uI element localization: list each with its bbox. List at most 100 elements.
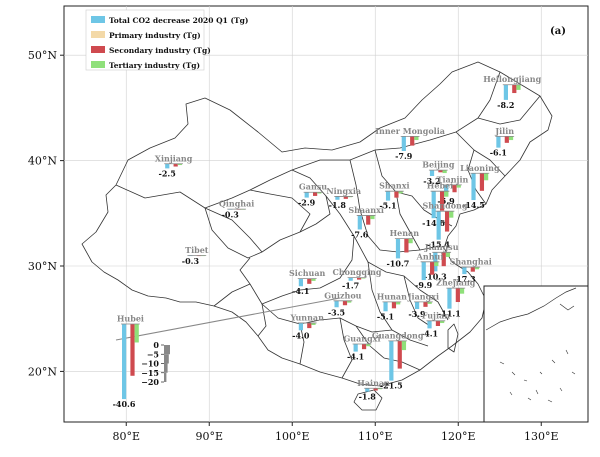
inset-coastline — [485, 287, 577, 331]
bar-total-anhui — [421, 261, 426, 281]
province-xinjiang: Xinjiang -2.5 — [155, 153, 193, 178]
bar-total-guangxi — [353, 344, 358, 352]
south-china-sea-inset — [483, 285, 589, 423]
panel-label: (a) — [550, 26, 566, 37]
bar-tertiary-zhejiang — [459, 288, 465, 294]
legend-swatch-tertiary — [91, 61, 105, 68]
province-value-label: -1.8 — [359, 392, 377, 402]
bar-secondary-guangxi — [361, 344, 367, 350]
bar-total-sichuan — [298, 278, 303, 287]
scale-tick-label: −5 — [147, 349, 159, 359]
bar-tertiary-sichuan — [311, 278, 316, 281]
province-name-label: Xinjiang — [155, 153, 193, 163]
province-name-label: Shandong — [423, 201, 468, 211]
province-name-label: Gansu — [299, 182, 327, 192]
province-name-label: Hunan — [377, 291, 407, 301]
province-beijing: Beijing -3.2 — [422, 160, 455, 186]
bar-total-tianjin — [444, 184, 449, 196]
bar-tertiary-jiangxi — [427, 301, 432, 304]
legend-swatch-total — [91, 16, 105, 23]
province-value-label: -8.2 — [497, 100, 514, 110]
province-value-label: -3.5 — [328, 307, 345, 317]
scale-tick-label: −20 — [141, 377, 159, 387]
province-name-label: Beijing — [422, 160, 455, 170]
bar-secondary-hubei — [130, 323, 135, 376]
province-value-label: -21.5 — [380, 381, 403, 391]
province-name-label: Shaanxi — [348, 205, 384, 215]
bar-secondary-liaoning — [479, 173, 485, 191]
province-hebei: Hebei -14.6 — [422, 181, 453, 229]
bar-total-jiangxi — [414, 301, 420, 310]
bar-total-gansu — [304, 192, 309, 198]
province-hainan: Hainan -1.8 — [357, 378, 390, 402]
bar-tertiary-anhui — [434, 261, 439, 267]
x-tick-label: 90°E — [195, 430, 223, 443]
bar-secondary-jiangsu — [441, 252, 446, 267]
province-value-label: -4.0 — [292, 330, 310, 340]
bar-secondary-ningxia — [343, 196, 348, 199]
bar-tertiary-xinjiang — [177, 163, 182, 166]
province-value-label: -5.9 — [437, 196, 455, 206]
bar-secondary-heilongjiang — [512, 84, 517, 94]
province-value-label: -0.3 — [222, 210, 240, 220]
province-value-label: -14.5 — [462, 200, 485, 210]
legend-label-tertiary: Tertiary industry (Tg) — [109, 61, 200, 70]
province-name-label: Guangdong — [372, 330, 424, 340]
bar-tertiary-shanghai — [474, 267, 480, 270]
province-shandong: Shandong -15.4 — [423, 201, 468, 250]
legend-swatch-secondary — [91, 46, 105, 53]
bar-total-inner-mongolia — [401, 136, 406, 151]
x-tick-label: 110°E — [358, 430, 393, 443]
bar-secondary-inner-mongolia — [410, 136, 415, 146]
border-inner-mongolia — [291, 71, 501, 171]
bar-secondary-hunan — [391, 301, 397, 309]
province-name-label: Hebei — [427, 181, 453, 191]
bar-secondary-anhui — [430, 261, 435, 275]
province-name-label: Jiangsu — [424, 242, 459, 252]
bar-secondary-gansu — [313, 192, 318, 196]
bar-total-shaanxi — [357, 215, 362, 230]
province-tibet: Tibet-0.3 — [182, 245, 209, 266]
bar-tertiary-yunnan — [311, 322, 316, 325]
scale-bar-segment — [164, 345, 170, 355]
bar-tertiary-hebei — [444, 191, 449, 197]
province-tianjin: Tianjin -5.9 — [437, 174, 469, 205]
bar-secondary-shaanxi — [366, 215, 371, 225]
bar-total-hubei — [122, 323, 127, 400]
province-value-label: -3.2 — [423, 176, 440, 186]
bar-total-yunnan — [298, 322, 303, 331]
x-tick-label: 80°E — [112, 430, 140, 443]
province-fujian: Fujian -4.1 — [421, 310, 450, 338]
x-tick-label: 130°E — [524, 430, 559, 443]
province-name-label: Shanxi — [379, 181, 409, 191]
province-henan: Henan -10.7 — [386, 228, 419, 268]
bar-tertiary-chongqing — [361, 277, 366, 279]
bar-total-beijing — [429, 170, 435, 177]
bar-secondary-jilin — [504, 136, 509, 143]
bar-tertiary-tianjin — [456, 184, 461, 188]
province-name-label: Yunnan — [289, 312, 324, 322]
province-shanxi: Shanxi -5.1 — [379, 181, 409, 211]
bar-secondary-tianjin — [452, 184, 457, 193]
bar-total-liaoning — [471, 173, 476, 201]
bar-tertiary-hainan — [377, 388, 382, 390]
scale-tick-label: −10 — [141, 359, 159, 369]
province-name-label: Hainan — [357, 378, 390, 388]
bar-secondary-xinjiang — [173, 163, 178, 167]
province-value-label: -5.1 — [377, 311, 394, 321]
bar-total-hainan — [365, 388, 370, 392]
bar-total-heilongjiang — [503, 84, 508, 100]
province-name-label: Sichuan — [289, 268, 326, 278]
scale-tick-label: 0 — [153, 340, 159, 350]
bar-tertiary-shaanxi — [370, 215, 375, 220]
province-value-label: -17.3 — [453, 274, 476, 284]
bar-total-hunan — [383, 301, 388, 312]
province-ningxia: Ningxia -1.8 — [326, 186, 361, 210]
bar-total-fujian — [427, 320, 432, 329]
bar-secondary-hainan — [373, 388, 378, 391]
y-tick-label: 30°N — [28, 260, 57, 273]
bar-total-shanxi — [385, 191, 391, 201]
china-outline — [81, 61, 553, 387]
bar-tertiary-guangxi — [366, 344, 371, 347]
province-hunan: Hunan -5.1 — [377, 291, 407, 321]
